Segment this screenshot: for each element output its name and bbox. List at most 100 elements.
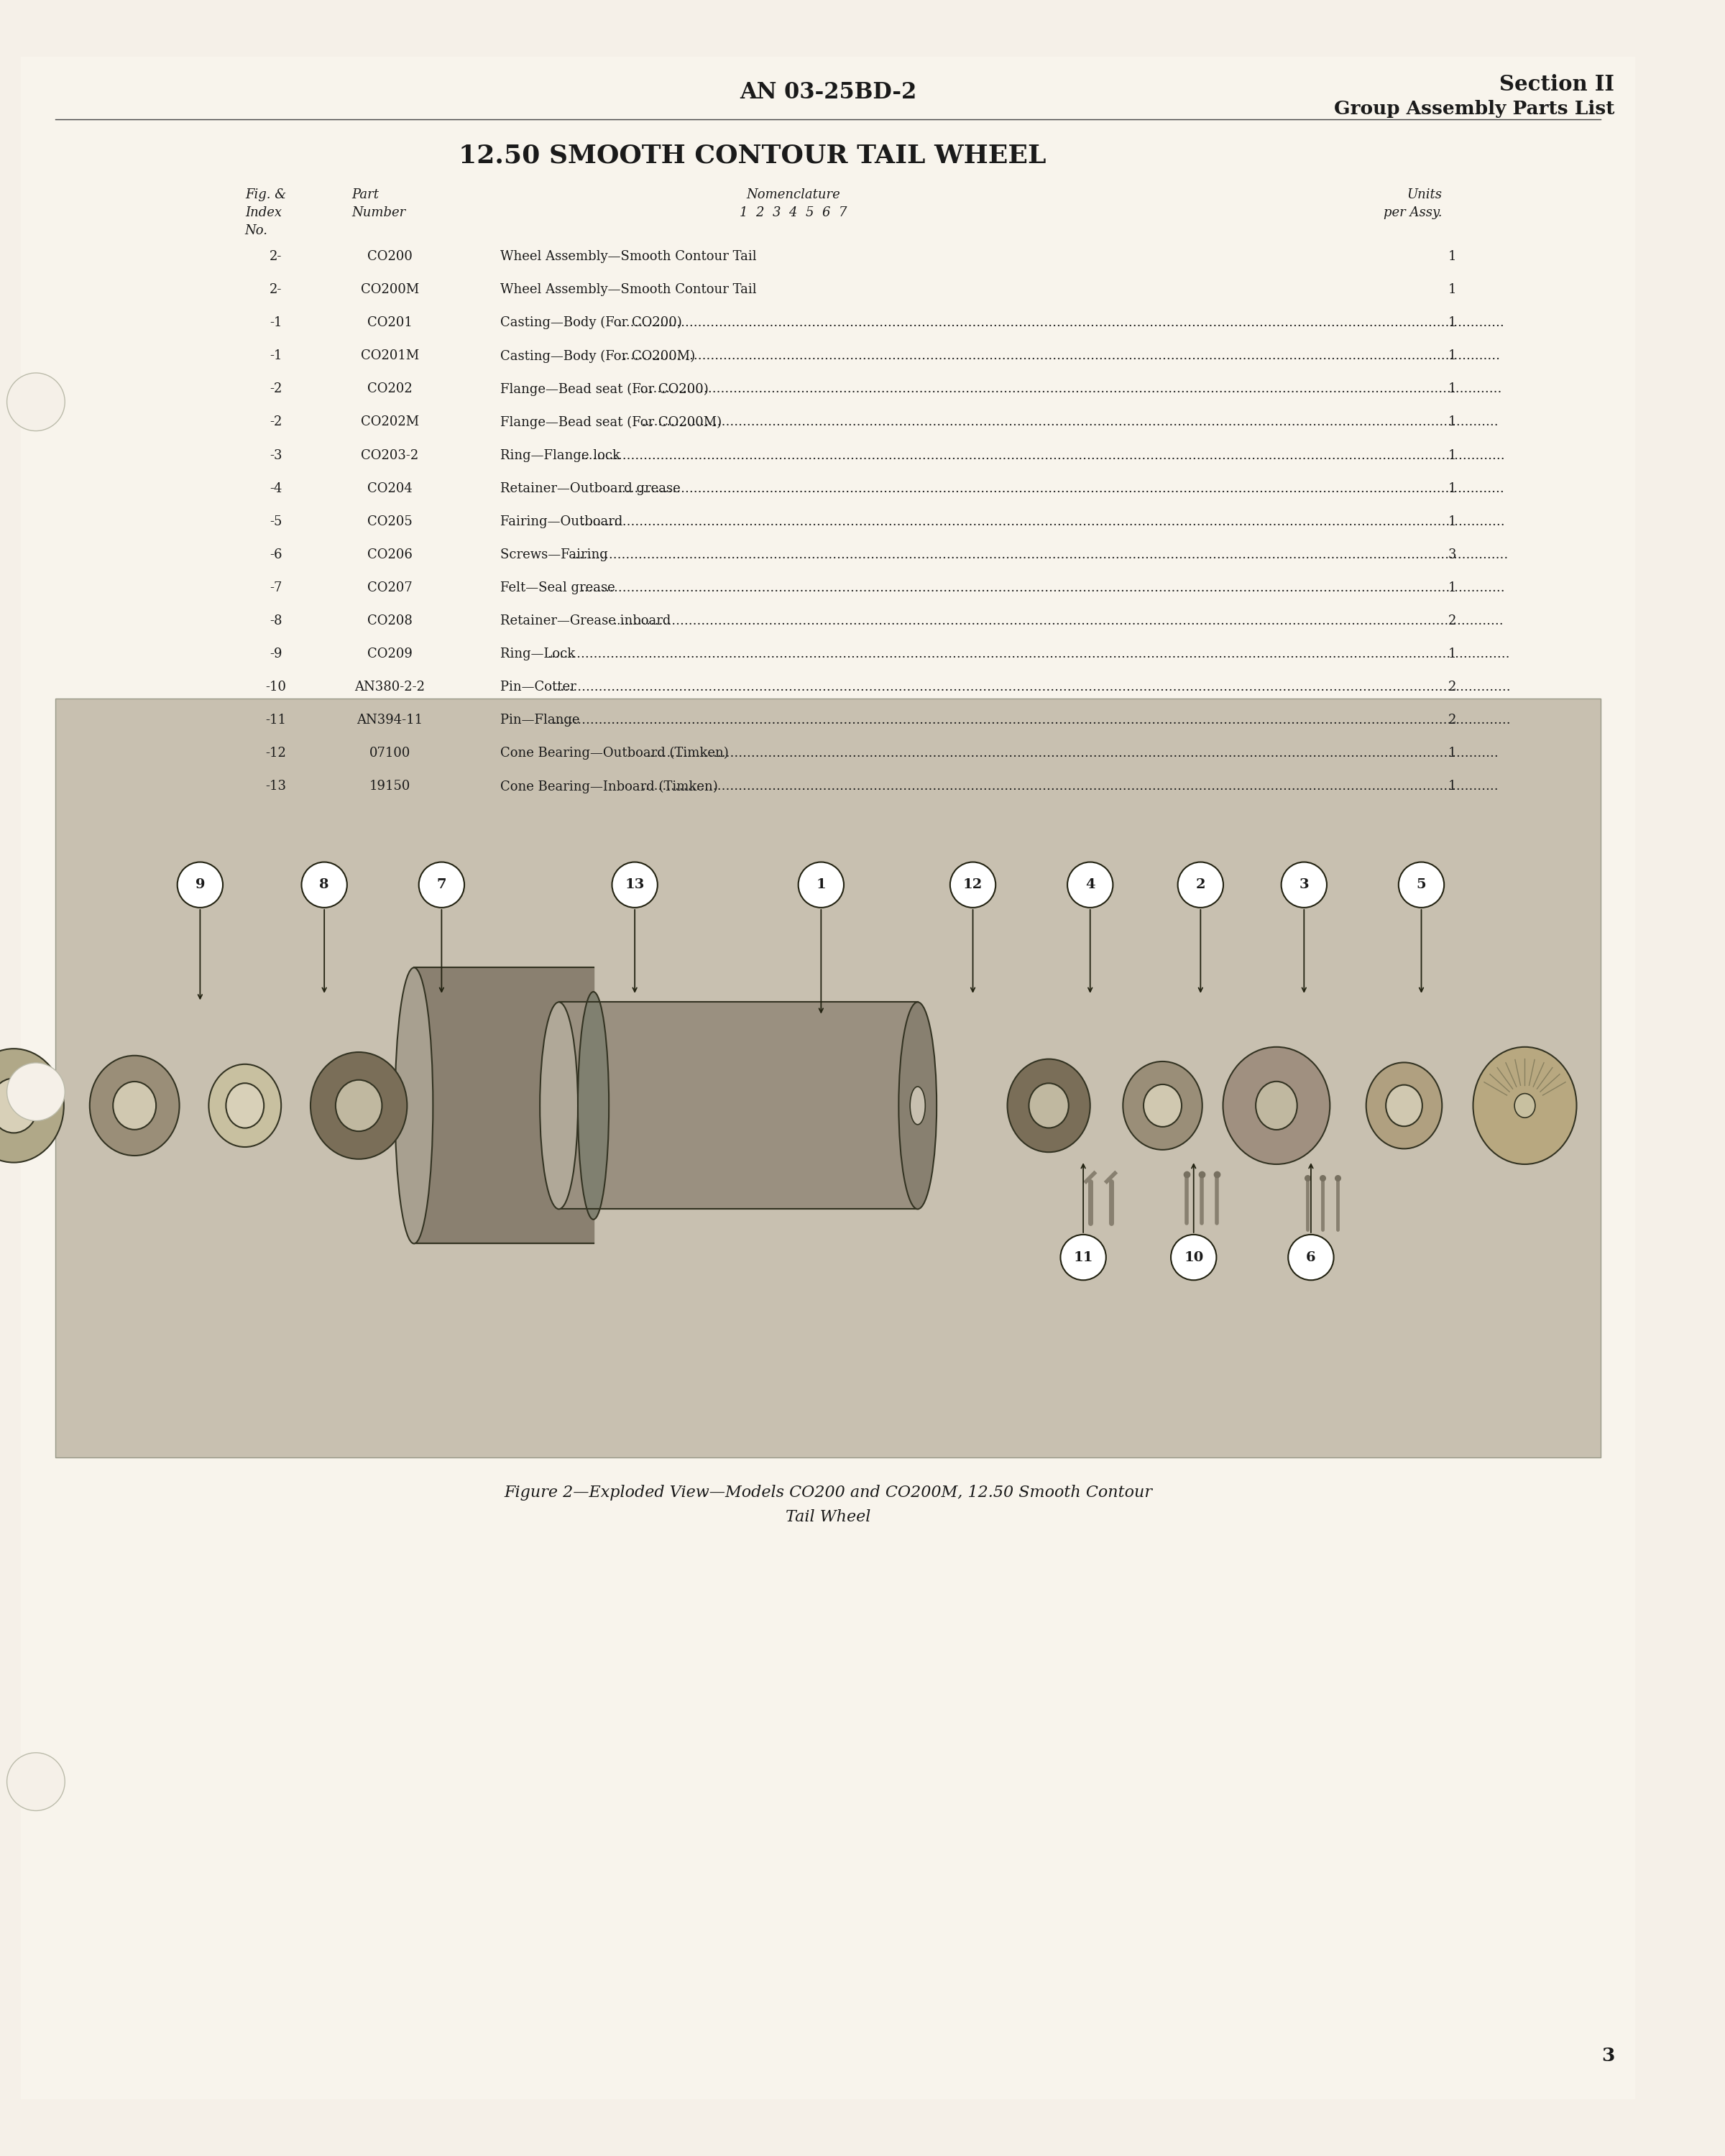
Circle shape <box>799 862 844 908</box>
Text: ................................................................................: ........................................… <box>618 317 1504 330</box>
Text: Index: Index <box>245 207 281 220</box>
Circle shape <box>1399 862 1444 908</box>
Text: Figure 2—Exploded View—Models CO200 and CO200M, 12.50 Smooth Contour: Figure 2—Exploded View—Models CO200 and … <box>504 1485 1152 1501</box>
Text: 3: 3 <box>1299 877 1309 890</box>
Text: -12: -12 <box>266 746 286 759</box>
Text: -6: -6 <box>269 548 283 561</box>
Text: -1: -1 <box>269 349 283 362</box>
Text: 4: 4 <box>1085 877 1095 890</box>
Ellipse shape <box>540 1003 578 1210</box>
Circle shape <box>612 862 657 908</box>
Text: 7: 7 <box>436 877 447 890</box>
Circle shape <box>1068 862 1113 908</box>
Circle shape <box>1171 1235 1216 1281</box>
Text: 1: 1 <box>1449 647 1456 660</box>
Text: 2: 2 <box>1449 681 1456 694</box>
Text: ................................................................................: ........................................… <box>547 647 1509 660</box>
Text: 2: 2 <box>1195 877 1206 890</box>
Ellipse shape <box>1385 1084 1423 1125</box>
Ellipse shape <box>578 992 609 1220</box>
Text: Fairing—Outboard: Fairing—Outboard <box>500 515 626 528</box>
Text: ................................................................................: ........................................… <box>637 382 1502 395</box>
Text: 19150: 19150 <box>369 780 411 793</box>
Text: Ring—Lock: Ring—Lock <box>500 647 580 660</box>
Text: -10: -10 <box>266 681 286 694</box>
Text: 1: 1 <box>1449 349 1456 362</box>
Text: 2: 2 <box>1449 714 1456 727</box>
Text: Wheel Assembly—Smooth Contour Tail: Wheel Assembly—Smooth Contour Tail <box>500 282 757 295</box>
Text: 1: 1 <box>1449 282 1456 295</box>
Circle shape <box>7 1063 66 1121</box>
Text: -4: -4 <box>269 483 283 496</box>
Ellipse shape <box>0 1048 64 1162</box>
Ellipse shape <box>226 1082 264 1128</box>
Text: 1: 1 <box>1449 382 1456 395</box>
Ellipse shape <box>911 1087 925 1125</box>
Circle shape <box>950 862 995 908</box>
Ellipse shape <box>1028 1082 1068 1128</box>
Text: 12.50 SMOOTH CONTOUR TAIL WHEEL: 12.50 SMOOTH CONTOUR TAIL WHEEL <box>459 142 1045 168</box>
Text: 3: 3 <box>1449 548 1456 561</box>
Circle shape <box>1178 862 1223 908</box>
Ellipse shape <box>114 1082 155 1130</box>
Text: ................................................................................: ........................................… <box>623 349 1501 362</box>
Text: CO202: CO202 <box>367 382 412 395</box>
Circle shape <box>419 862 464 908</box>
Text: 1: 1 <box>1449 317 1456 330</box>
Text: Casting—Body (For CO200): Casting—Body (For CO200) <box>500 317 687 330</box>
Ellipse shape <box>1473 1048 1577 1164</box>
Text: Number: Number <box>352 207 405 220</box>
Text: ................................................................................: ........................................… <box>580 582 1504 595</box>
Circle shape <box>7 373 66 431</box>
Text: CO209: CO209 <box>367 647 412 660</box>
Text: Retainer—Grease inboard: Retainer—Grease inboard <box>500 614 674 627</box>
Ellipse shape <box>395 968 433 1244</box>
Text: -11: -11 <box>266 714 286 727</box>
Text: ................................................................................: ........................................… <box>642 416 1499 429</box>
Text: 1: 1 <box>1449 416 1456 429</box>
Bar <box>55 699 1601 1457</box>
Ellipse shape <box>0 1078 38 1132</box>
Ellipse shape <box>1144 1084 1182 1128</box>
Text: No.: No. <box>245 224 267 237</box>
Text: ................................................................................: ........................................… <box>642 780 1499 793</box>
Text: CO203-2: CO203-2 <box>361 448 419 461</box>
Ellipse shape <box>1256 1082 1297 1130</box>
Ellipse shape <box>1366 1063 1442 1149</box>
Text: -3: -3 <box>269 448 283 461</box>
Text: -2: -2 <box>269 382 283 395</box>
Text: CO207: CO207 <box>367 582 412 595</box>
Circle shape <box>7 1753 66 1811</box>
Text: ................................................................................: ........................................… <box>612 614 1504 627</box>
Text: ................................................................................: ........................................… <box>645 746 1499 759</box>
Text: ................................................................................: ........................................… <box>580 448 1504 461</box>
Text: 1  2  3  4  5  6  7: 1 2 3 4 5 6 7 <box>740 207 847 220</box>
Text: 3: 3 <box>1601 2046 1615 2065</box>
Circle shape <box>302 862 347 908</box>
Text: AN380-2-2: AN380-2-2 <box>355 681 424 694</box>
Text: 1: 1 <box>1449 582 1456 595</box>
Text: Ring—Flange lock: Ring—Flange lock <box>500 448 624 461</box>
Text: ................................................................................: ........................................… <box>552 681 1511 694</box>
Text: Nomenclature: Nomenclature <box>747 188 840 201</box>
Text: 07100: 07100 <box>369 746 411 759</box>
Text: Flange—Bead seat (For CO200): Flange—Bead seat (For CO200) <box>500 382 712 397</box>
Ellipse shape <box>899 1003 937 1210</box>
Text: -8: -8 <box>269 614 283 627</box>
Text: Part: Part <box>352 188 380 201</box>
Circle shape <box>1282 862 1327 908</box>
Text: CO204: CO204 <box>367 483 412 496</box>
Text: -2: -2 <box>269 416 283 429</box>
Text: CO206: CO206 <box>367 548 412 561</box>
Text: ................................................................................: ........................................… <box>618 483 1504 496</box>
Text: 8: 8 <box>319 877 329 890</box>
Text: Cone Bearing—Inboard (Timken): Cone Bearing—Inboard (Timken) <box>500 780 723 793</box>
Text: Felt—Seal grease: Felt—Seal grease <box>500 582 619 595</box>
Circle shape <box>1289 1235 1333 1281</box>
Text: 2-: 2- <box>269 250 283 263</box>
Text: Retainer—Outboard grease: Retainer—Outboard grease <box>500 483 685 496</box>
Text: 1: 1 <box>1449 448 1456 461</box>
Text: CO201M: CO201M <box>361 349 419 362</box>
Text: ................................................................................: ........................................… <box>552 714 1511 727</box>
Ellipse shape <box>90 1056 179 1156</box>
